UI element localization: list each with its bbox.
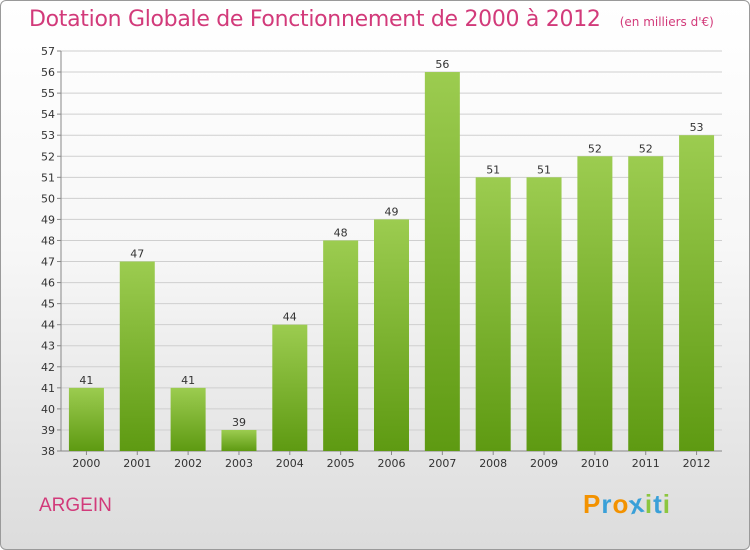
value-label: 52 bbox=[639, 142, 653, 155]
x-tick-label: 2012 bbox=[683, 457, 711, 470]
x-tick-label: 2009 bbox=[530, 457, 558, 470]
bar-2006 bbox=[374, 219, 409, 451]
y-tick-label: 53 bbox=[41, 129, 55, 142]
chart-subtitle: (en milliers d'€) bbox=[619, 15, 714, 29]
chart-title: Dotation Globale de Fonctionnement de 20… bbox=[29, 7, 601, 32]
value-label: 41 bbox=[181, 374, 195, 387]
x-tick-label: 2007 bbox=[428, 457, 456, 470]
labels: 38 39 40 41 42 43 44 45 46 47 48 49 50 51 52 53 54 55 56 57… bbox=[41, 45, 711, 470]
logo-letter: o bbox=[612, 489, 630, 519]
x-tick-label: 2003 bbox=[225, 457, 253, 470]
y-tick-label: 48 bbox=[41, 234, 55, 247]
proxiti-logo[interactable]: Proxiti bbox=[583, 488, 671, 521]
bar-2007 bbox=[424, 72, 460, 451]
x-tick-label: 2008 bbox=[479, 457, 507, 470]
x-tick-label: 2011 bbox=[632, 457, 660, 470]
y-tick-label: 56 bbox=[41, 66, 55, 79]
bar-2012 bbox=[679, 135, 715, 452]
x-tick-label: 2002 bbox=[174, 457, 202, 470]
y-tick-label: 50 bbox=[41, 192, 55, 205]
x-tick-label: 2006 bbox=[378, 457, 406, 470]
y-tick-label: 52 bbox=[41, 150, 55, 163]
y-tick-label: 45 bbox=[41, 298, 55, 311]
x-tick-label: 2000 bbox=[72, 457, 100, 470]
bar-2005 bbox=[323, 240, 359, 451]
value-label: 48 bbox=[334, 226, 348, 239]
y-tick-label: 42 bbox=[41, 361, 55, 374]
logo-letter: i bbox=[662, 489, 671, 519]
y-tick-label: 41 bbox=[41, 382, 55, 395]
y-tick-label: 38 bbox=[41, 445, 55, 458]
value-label: 44 bbox=[283, 311, 297, 324]
value-label: 49 bbox=[385, 205, 399, 218]
x-tick-label: 2004 bbox=[276, 457, 304, 470]
value-label: 56 bbox=[435, 58, 449, 71]
x-tick-label: 2010 bbox=[581, 457, 609, 470]
y-tick-label: 44 bbox=[41, 319, 55, 332]
value-label: 51 bbox=[486, 163, 500, 176]
bar-2001 bbox=[119, 261, 155, 451]
logo-letter: r bbox=[601, 489, 613, 519]
bars bbox=[68, 72, 715, 452]
chart-title-row: Dotation Globale de Fonctionnement de 20… bbox=[29, 7, 714, 32]
value-label: 39 bbox=[232, 416, 246, 429]
logo-letter: P bbox=[583, 489, 602, 519]
x-tick-label: 2005 bbox=[327, 457, 355, 470]
bar-2011 bbox=[628, 156, 664, 451]
y-tick-label: 43 bbox=[41, 340, 55, 353]
bar-2004 bbox=[272, 324, 308, 451]
value-label: 47 bbox=[130, 248, 144, 261]
value-label: 51 bbox=[537, 163, 551, 176]
bar-2009 bbox=[526, 177, 562, 451]
logo-letter: i bbox=[644, 489, 654, 519]
y-tick-label: 55 bbox=[41, 87, 55, 100]
y-tick-label: 57 bbox=[41, 45, 55, 58]
y-tick-label: 47 bbox=[41, 256, 55, 269]
place-name: ARGEIN bbox=[39, 495, 112, 516]
y-tick-label: 40 bbox=[41, 403, 55, 416]
value-label: 41 bbox=[79, 374, 93, 387]
value-label: 52 bbox=[588, 142, 602, 155]
y-tick-label: 46 bbox=[41, 277, 55, 290]
x-tick-label: 2001 bbox=[123, 457, 151, 470]
bar-2008 bbox=[475, 177, 511, 451]
bar-2003 bbox=[221, 429, 257, 451]
bar-2010 bbox=[577, 156, 613, 451]
bar-2000 bbox=[68, 387, 104, 451]
logo-letter: t bbox=[653, 489, 663, 519]
value-label: 53 bbox=[690, 121, 704, 134]
y-tick-label: 54 bbox=[41, 108, 55, 121]
bar-2002 bbox=[170, 387, 206, 451]
y-tick-label: 39 bbox=[41, 424, 55, 437]
y-tick-label: 49 bbox=[41, 213, 55, 226]
y-tick-label: 51 bbox=[41, 171, 55, 184]
